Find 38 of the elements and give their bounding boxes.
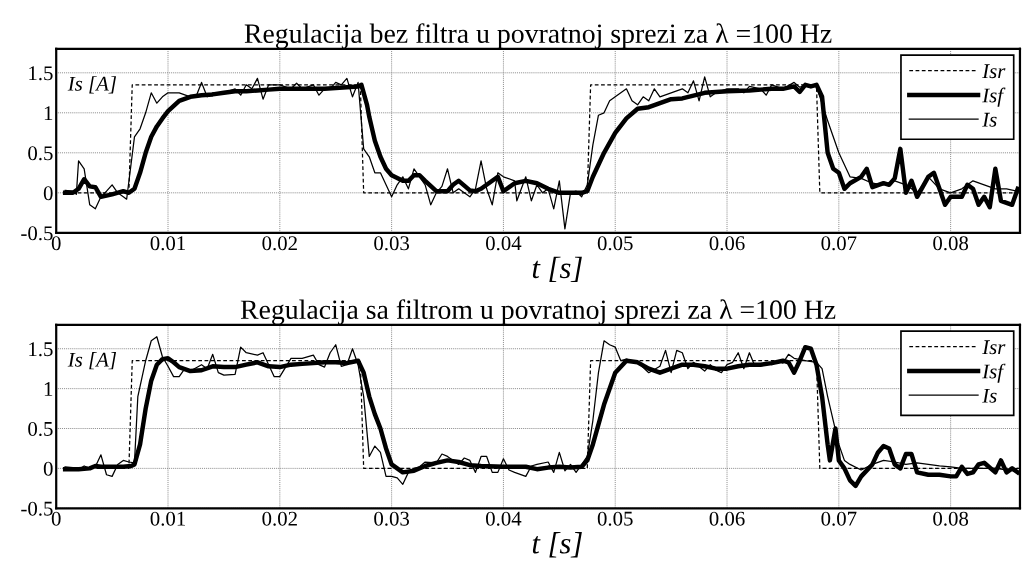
x-tick-label: 0.03 [374, 236, 410, 251]
legend-label: Is [982, 388, 997, 403]
x-tick-label: 0.01 [150, 236, 185, 251]
x-tick-label: 0.08 [933, 236, 969, 251]
y-tick-label: -0.5 [21, 501, 53, 516]
y-tick-label: 0.5 [28, 421, 53, 437]
x-tick-label: 0.08 [933, 511, 969, 526]
y-tick-label: 0.5 [28, 146, 53, 161]
x-axis-title: t [s] [532, 532, 582, 558]
y-tick-label: -0.5 [21, 226, 53, 241]
x-tick-label: 0.03 [374, 511, 410, 526]
y-tick-label: 1.5 [29, 342, 53, 357]
y-axis-title: Is [A] [67, 352, 117, 370]
legend-label: Isr [982, 64, 1006, 79]
y-tick-label: 0 [43, 186, 53, 201]
x-tick-label: 0.07 [821, 511, 857, 526]
y-axis-title: Is [A] [67, 76, 117, 94]
legend-label: Isr [982, 340, 1006, 355]
x-tick-label: 0.07 [821, 236, 857, 251]
x-tick-label: 0.04 [485, 511, 522, 526]
y-tick-label: 1 [44, 106, 53, 121]
legend-label: Is [982, 112, 997, 127]
y-tick-label: 1.5 [29, 66, 53, 81]
x-tick-label: 0.02 [262, 236, 297, 251]
legend-label: Isf [982, 87, 1006, 107]
legend-label: Isf [982, 363, 1006, 383]
x-axis-title: t [s] [532, 256, 582, 283]
chart-title: Regulacija bez filtra u povratnoj sprezi za λ =100 Hz [244, 23, 832, 49]
x-tick-label: 0.04 [485, 236, 522, 251]
x-tick-label: 0.05 [597, 511, 633, 526]
x-tick-label: 0.02 [262, 511, 297, 526]
x-tick-label: 0.01 [150, 511, 185, 526]
y-tick-label: 0 [43, 461, 53, 476]
chart-title: Regulacija sa filtrom u povratnoj sprezi za λ =100 Hz [240, 299, 836, 325]
x-tick-label: 0.06 [709, 236, 745, 251]
x-tick-label: 0.05 [597, 236, 633, 251]
y-tick-label: 1 [44, 382, 53, 396]
x-tick-label: 0.06 [709, 511, 745, 526]
